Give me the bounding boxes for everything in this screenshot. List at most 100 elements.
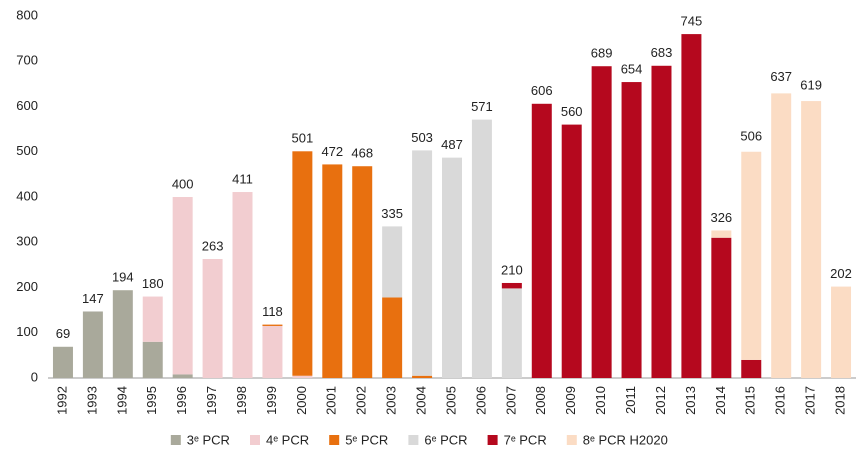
bar-segment [561,124,582,378]
y-tick-label: 0 [31,369,38,384]
legend-swatch [487,435,498,445]
bar-segment [382,226,403,298]
total-label: 468 [351,146,373,161]
total-label: 683 [651,45,673,60]
total-label: 506 [740,128,762,143]
x-tick-label: 2011 [623,386,638,414]
bar-segment [352,166,373,378]
bar-segment [262,325,283,378]
y-tick-label: 500 [16,143,38,158]
total-label: 745 [681,14,703,29]
x-tick-label: 2014 [713,386,728,415]
legend-swatch [329,435,340,445]
bar-segment [501,282,522,289]
x-tick-label: 2007 [503,386,518,415]
bar-segment [412,375,433,378]
x-tick-label: 1995 [144,386,159,415]
bar-segment [262,324,283,326]
bar-segment [442,157,462,378]
x-tick-label: 1999 [264,386,279,415]
x-tick-label: 2003 [384,386,399,415]
y-tick-label: 100 [16,324,38,339]
x-tick-label: 2006 [473,386,488,415]
x-tick-label: 2000 [294,386,309,415]
bar-segment [501,288,522,378]
bar-segment [531,103,552,378]
total-label: 560 [561,104,583,119]
bar-segment [52,346,73,378]
y-tick-label: 300 [16,234,38,249]
legend-label: 6ᵉ PCR [424,432,467,447]
x-tick-label: 1996 [174,386,189,415]
total-label: 654 [621,62,643,77]
bar-segment [292,151,313,376]
bar-segment [621,82,642,378]
total-label: 210 [501,262,523,277]
total-label: 472 [321,144,343,159]
bar-segment [202,258,223,378]
bar-segment [142,341,163,378]
legend-swatch [408,435,419,445]
x-tick-label: 1998 [234,386,249,415]
bar-segment [142,296,163,342]
legend-swatch [566,435,577,445]
legend-label: 8ᵉ PCR H2020 [583,432,668,447]
total-label: 180 [142,276,164,291]
total-label: 263 [202,238,224,253]
total-label: 202 [830,266,852,281]
bar-segment [711,230,732,238]
bar-segment [172,197,193,375]
x-tick-label: 1994 [114,386,129,415]
bar-segment [831,286,852,378]
legend-label: 5ᵉ PCR [345,432,388,447]
total-label: 637 [770,69,792,84]
bar-segment [651,65,672,379]
total-label: 69 [56,326,70,341]
legend-label: 4ᵉ PCR [266,432,309,447]
x-tick-label: 2010 [593,386,608,415]
total-label: 689 [591,46,613,61]
total-label: 411 [232,171,253,186]
total-label: 501 [292,131,314,146]
total-label: 606 [531,83,553,98]
x-tick-label: 2016 [773,386,788,415]
bar-segment [801,101,822,378]
bar-segment [322,164,343,378]
total-label: 147 [82,291,104,306]
bar-segment [412,150,433,376]
bar-segment [771,93,792,378]
x-tick-label: 2013 [683,386,698,415]
y-tick-label: 600 [16,98,38,113]
x-tick-label: 2008 [533,386,548,415]
y-tick-label: 200 [16,279,38,294]
x-tick-label: 2009 [563,386,578,415]
bar-segment [232,192,253,378]
total-label: 335 [381,206,403,221]
x-tick-label: 2004 [414,386,429,415]
bar-segment [741,359,762,378]
x-tick-label: 1997 [204,386,219,415]
y-tick-label: 700 [16,53,38,68]
x-tick-label: 2001 [324,386,339,415]
y-tick-label: 800 [16,7,38,22]
total-label: 326 [710,210,732,225]
bar-segment [711,237,732,378]
total-label: 619 [800,77,822,92]
x-tick-label: 2012 [653,386,668,415]
total-label: 503 [411,130,433,145]
bar-segment [292,375,313,378]
total-label: 571 [471,99,493,114]
legend-swatch [170,435,181,445]
x-tick-label: 1992 [54,386,69,415]
total-label: 487 [441,137,463,152]
bar-segment [112,290,133,378]
bar-segment [741,151,762,360]
bar-segment [681,34,702,378]
x-tick-label: 2002 [354,386,369,415]
x-tick-label: 2017 [803,386,818,415]
y-tick-label: 400 [16,188,38,203]
legend-label: 3ᵉ PCR [187,432,230,447]
total-label: 400 [172,176,194,191]
x-tick-label: 2015 [743,386,758,415]
